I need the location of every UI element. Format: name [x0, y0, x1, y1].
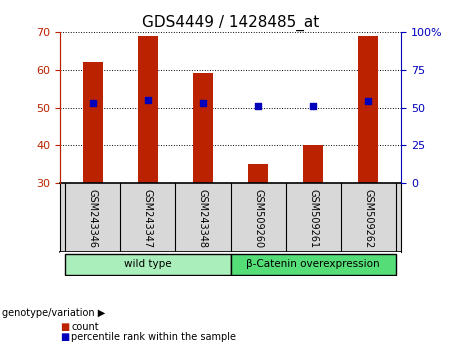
Text: GSM509260: GSM509260 [253, 189, 263, 248]
Text: ■: ■ [60, 322, 69, 332]
Text: wild type: wild type [124, 259, 172, 269]
Text: GSM509261: GSM509261 [308, 189, 318, 248]
Bar [303, 145, 323, 183]
Text: GSM243347: GSM243347 [143, 189, 153, 248]
Text: β-Catenin overexpression: β-Catenin overexpression [246, 259, 380, 269]
Point [144, 97, 152, 103]
FancyBboxPatch shape [65, 253, 230, 275]
Text: genotype/variation ▶: genotype/variation ▶ [2, 308, 106, 318]
Point [309, 103, 317, 109]
Bar [83, 62, 103, 183]
Text: GSM509262: GSM509262 [363, 189, 373, 248]
Text: GSM243346: GSM243346 [88, 189, 98, 248]
Title: GDS4449 / 1428485_at: GDS4449 / 1428485_at [142, 14, 319, 30]
Bar [248, 164, 268, 183]
Point [254, 103, 262, 109]
Point [364, 99, 372, 104]
Point [199, 100, 207, 106]
Bar [193, 74, 213, 183]
Text: percentile rank within the sample: percentile rank within the sample [71, 332, 236, 342]
Text: GSM243348: GSM243348 [198, 189, 208, 248]
FancyBboxPatch shape [230, 253, 396, 275]
Point [89, 100, 97, 106]
Text: count: count [71, 322, 99, 332]
Bar [359, 36, 378, 183]
Text: ■: ■ [60, 332, 69, 342]
Bar [138, 36, 158, 183]
